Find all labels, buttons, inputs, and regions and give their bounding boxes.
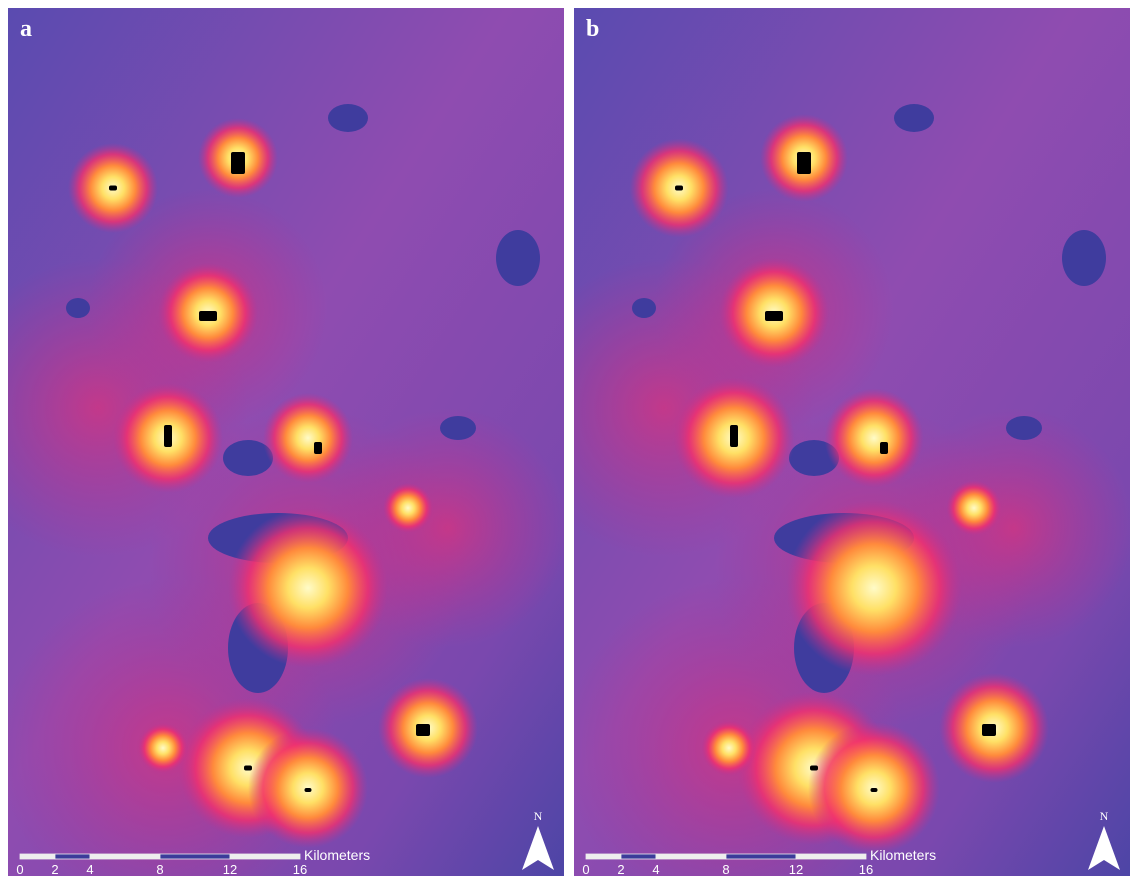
scale-tick-label: 12 [789,862,803,877]
settlement [871,788,878,792]
hotspot [138,723,188,773]
figure: a02481216KilometersNb02481216KilometersN [0,0,1134,882]
scale-tick-label: 2 [51,862,58,877]
hotspot [947,481,1002,536]
scale-segment [726,854,796,859]
scale-segment [90,854,160,859]
hotspot [383,483,433,533]
settlement [730,425,738,447]
panel-divider [566,0,572,882]
north-label: N [1100,809,1109,823]
settlement [416,724,430,736]
scale-tick-label: 4 [86,862,93,877]
lake [1062,230,1106,286]
scale-segment [621,854,656,859]
scale-tick-label: 2 [617,862,624,877]
scale-segment [796,854,866,859]
settlement [305,788,312,792]
north-label: N [534,809,543,823]
settlement [164,425,172,447]
settlement [244,766,252,771]
panel-label: a [20,16,32,42]
scale-unit: Kilometers [304,847,370,863]
hotspot [263,393,353,483]
settlement [109,186,117,191]
scale-tick-label: 16 [293,862,307,877]
scale-tick-label: 4 [652,862,659,877]
scale-segment [160,854,230,859]
lake [328,104,368,132]
settlement [982,724,996,736]
lake [66,298,90,318]
scale-tick-label: 8 [156,862,163,877]
scale-segment [656,854,726,859]
panel-label: b [586,16,599,42]
lake [496,230,540,286]
settlement [880,442,888,454]
hotspot [702,721,757,776]
settlement [810,766,818,771]
lake [894,104,934,132]
hotspot [825,389,924,488]
scale-segment [20,854,55,859]
scale-tick-label: 0 [16,862,23,877]
lake [1006,416,1042,440]
settlement [199,311,217,321]
settlement [797,152,811,174]
scale-tick-label: 0 [582,862,589,877]
scale-segment [230,854,300,859]
hotspot [228,508,388,668]
scale-tick-label: 12 [223,862,237,877]
lake [632,298,656,318]
lake [440,416,476,440]
settlement [231,152,245,174]
scale-unit: Kilometers [870,847,936,863]
settlement [675,186,683,191]
settlement [314,442,322,454]
hotspot [786,500,962,676]
scale-segment [55,854,90,859]
settlement [765,311,783,321]
scale-tick-label: 16 [859,862,873,877]
scale-segment [586,854,621,859]
scale-tick-label: 8 [722,862,729,877]
